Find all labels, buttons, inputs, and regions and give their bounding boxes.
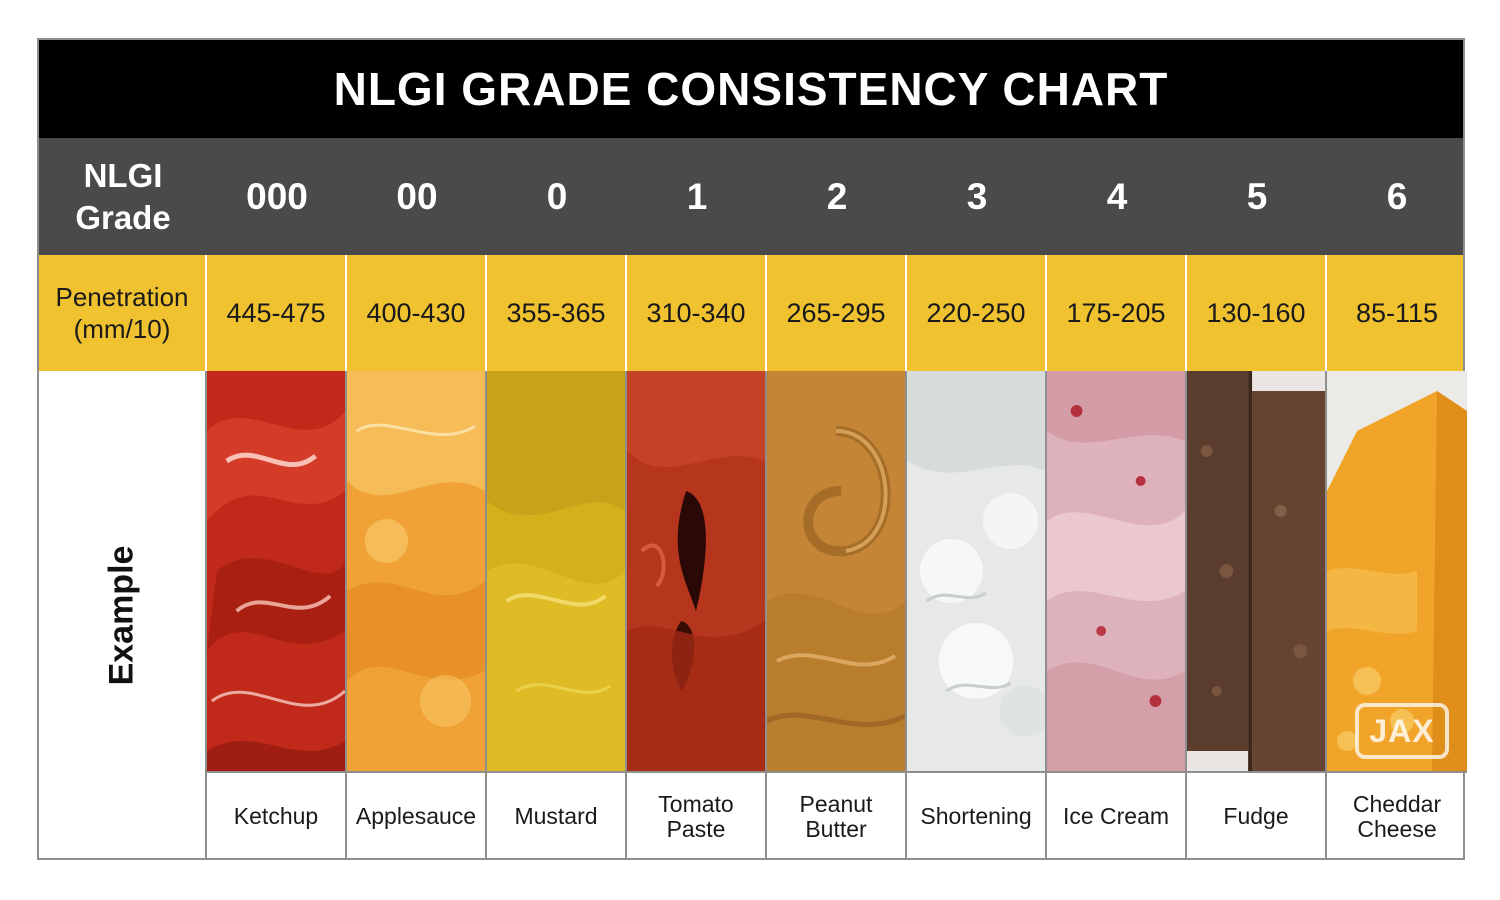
example-name-line1: Fudge bbox=[1223, 803, 1289, 829]
example-column: Applesauce bbox=[347, 371, 487, 860]
penetration-cell: 265-295 bbox=[767, 255, 907, 371]
grade-cell: 1 bbox=[627, 138, 767, 255]
nlgi-chart: NLGI GRADE CONSISTENCY CHART NLGI Grade … bbox=[37, 38, 1467, 860]
ketchup-image bbox=[207, 371, 345, 771]
grade-cell: 000 bbox=[207, 138, 347, 255]
grade-header-line2: Grade bbox=[75, 198, 171, 236]
penetration-row-header: Penetration (mm/10) bbox=[39, 255, 207, 371]
example-column: Ice Cream bbox=[1047, 371, 1187, 860]
grade-value: 0 bbox=[546, 175, 568, 217]
example-name: Applesauce bbox=[347, 771, 485, 860]
chart-title-bar: NLGI GRADE CONSISTENCY CHART bbox=[39, 40, 1463, 138]
example-row: Example Ketchup bbox=[39, 371, 1467, 860]
grade-value: 00 bbox=[396, 175, 438, 217]
penetration-cell: 175-205 bbox=[1047, 255, 1187, 371]
example-column: Ketchup bbox=[207, 371, 347, 860]
example-row-header: Example bbox=[39, 371, 207, 860]
penetration-cell: 220-250 bbox=[907, 255, 1047, 371]
example-name: Mustard bbox=[487, 771, 625, 860]
example-name-line2: Butter bbox=[805, 815, 867, 842]
penetration-cell: 310-340 bbox=[627, 255, 767, 371]
grade-value: 2 bbox=[826, 175, 848, 217]
example-name-line2: Paste bbox=[666, 815, 726, 842]
example-column: JAX Cheddar Cheese bbox=[1327, 371, 1467, 860]
grade-cell: 4 bbox=[1047, 138, 1187, 255]
penetration-value: 130-160 bbox=[1206, 297, 1306, 328]
grade-cell: 5 bbox=[1187, 138, 1327, 255]
grade-value: 4 bbox=[1106, 175, 1128, 217]
example-name-line1: Cheddar bbox=[1352, 790, 1442, 817]
example-name: Ice Cream bbox=[1047, 771, 1185, 860]
tomato-paste-image bbox=[627, 371, 765, 771]
example-name: Ketchup bbox=[207, 771, 345, 860]
penetration-cell: 400-430 bbox=[347, 255, 487, 371]
grade-header-line1: NLGI bbox=[83, 156, 163, 194]
grade-value: 000 bbox=[246, 175, 308, 217]
grade-cell: 00 bbox=[347, 138, 487, 255]
example-name-line2: Cheese bbox=[1357, 815, 1437, 842]
penetration-row: Penetration (mm/10) 445-475 400-430 355-… bbox=[39, 255, 1463, 371]
shortening-image bbox=[907, 371, 1045, 771]
penetration-value: 220-250 bbox=[926, 297, 1026, 328]
example-column: Fudge bbox=[1187, 371, 1327, 860]
example-column: Peanut Butter bbox=[767, 371, 907, 860]
chart-title: NLGI GRADE CONSISTENCY CHART bbox=[333, 63, 1169, 115]
ice-cream-image bbox=[1047, 371, 1185, 771]
grade-row: NLGI Grade 000 00 0 1 2 3 4 5 6 bbox=[39, 138, 1463, 255]
example-name: Cheddar Cheese bbox=[1327, 771, 1467, 860]
example-name-line1: Applesauce bbox=[355, 803, 477, 829]
grade-cell: 2 bbox=[767, 138, 907, 255]
penetration-value: 310-340 bbox=[646, 297, 746, 328]
penetration-header-line2: (mm/10) bbox=[73, 314, 171, 344]
jax-watermark: JAX bbox=[1355, 703, 1449, 759]
penetration-value: 445-475 bbox=[226, 297, 326, 328]
cheddar-cheese-image: JAX bbox=[1327, 371, 1467, 771]
grade-value: 1 bbox=[686, 175, 708, 217]
penetration-value: 85-115 bbox=[1355, 297, 1439, 328]
example-name: Peanut Butter bbox=[767, 771, 905, 860]
example-name-line1: Mustard bbox=[514, 803, 598, 829]
grade-cell: 3 bbox=[907, 138, 1047, 255]
example-name-line1: Ketchup bbox=[233, 803, 319, 829]
example-name-line1: Shortening bbox=[920, 803, 1032, 829]
watermark-text: JAX bbox=[1369, 712, 1435, 749]
grade-value: 3 bbox=[966, 175, 988, 217]
grade-cell: 0 bbox=[487, 138, 627, 255]
peanut-butter-image bbox=[767, 371, 905, 771]
example-name-line1: Tomato bbox=[658, 790, 734, 817]
grade-row-header: NLGI Grade bbox=[39, 138, 207, 255]
example-column: Mustard bbox=[487, 371, 627, 860]
example-column: Shortening bbox=[907, 371, 1047, 860]
example-header: Example bbox=[102, 545, 141, 686]
grade-value: 6 bbox=[1386, 175, 1408, 217]
example-name: Tomato Paste bbox=[627, 771, 765, 860]
penetration-cell: 85-115 bbox=[1327, 255, 1467, 371]
penetration-cell: 355-365 bbox=[487, 255, 627, 371]
penetration-value: 355-365 bbox=[506, 297, 606, 328]
example-name-line1: Peanut bbox=[799, 790, 873, 817]
penetration-value: 175-205 bbox=[1066, 297, 1166, 328]
example-name-line1: Ice Cream bbox=[1062, 803, 1170, 829]
example-name: Fudge bbox=[1187, 771, 1325, 860]
penetration-header-line1: Penetration bbox=[55, 282, 189, 312]
grade-cell: 6 bbox=[1327, 138, 1467, 255]
fudge-image bbox=[1187, 371, 1325, 771]
penetration-cell: 445-475 bbox=[207, 255, 347, 371]
penetration-value: 400-430 bbox=[366, 297, 466, 328]
example-name: Shortening bbox=[907, 771, 1045, 860]
grade-value: 5 bbox=[1246, 175, 1268, 217]
penetration-value: 265-295 bbox=[786, 297, 886, 328]
applesauce-image bbox=[347, 371, 485, 771]
example-column: Tomato Paste bbox=[627, 371, 767, 860]
penetration-cell: 130-160 bbox=[1187, 255, 1327, 371]
mustard-image bbox=[487, 371, 625, 771]
